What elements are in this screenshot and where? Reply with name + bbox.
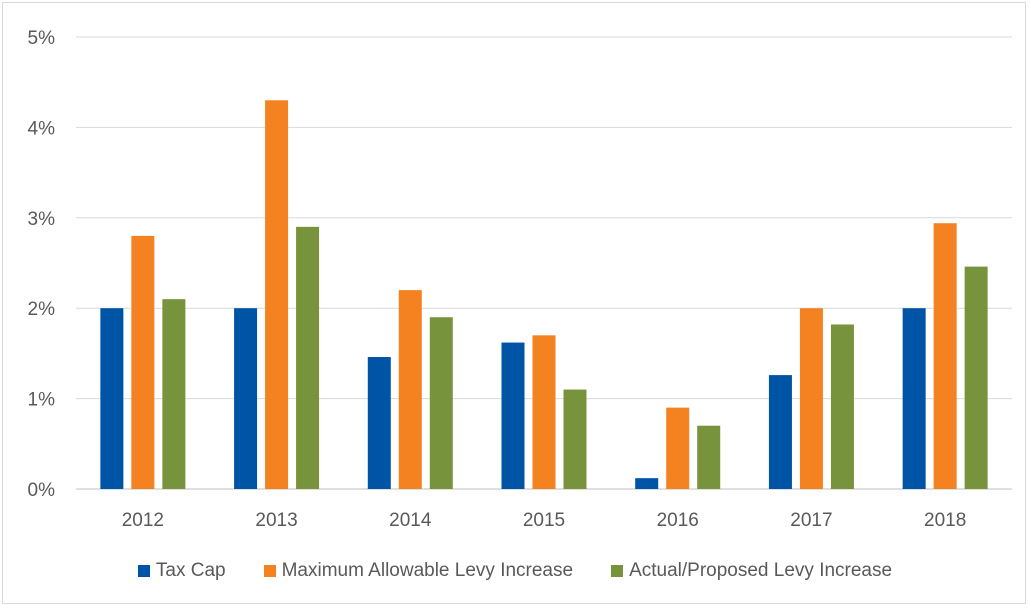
bar-2013-tax-cap <box>234 308 258 489</box>
x-tick-label: 2012 <box>122 510 164 531</box>
y-tick-label: 1% <box>28 390 56 411</box>
y-tick-label: 4% <box>28 118 56 139</box>
y-tick-label: 5% <box>28 28 56 49</box>
bar-2018-actual-proposed-levy-increase <box>964 266 988 489</box>
y-tick-label: 0% <box>28 480 56 501</box>
x-tick-label: 2014 <box>389 510 432 531</box>
bar-2017-tax-cap <box>768 375 792 489</box>
y-axis-ticks: 0% 1% 2% 3% 4% 5% <box>28 28 56 501</box>
gridlines <box>76 36 1012 490</box>
bar-2018-maximum-allowable-levy-increase <box>933 223 957 489</box>
bar-2013-maximum-allowable-levy-increase <box>265 100 289 489</box>
y-tick-label: 2% <box>28 299 56 320</box>
legend-item: Actual/Proposed Levy Increase <box>611 560 892 582</box>
legend-item: Tax Cap <box>137 560 226 582</box>
bar-2015-maximum-allowable-levy-increase <box>532 335 556 489</box>
bar-2014-actual-proposed-levy-increase <box>429 317 453 489</box>
bar-2017-maximum-allowable-levy-increase <box>799 308 823 489</box>
x-tick-label: 2017 <box>790 510 832 531</box>
bar-2016-maximum-allowable-levy-increase <box>666 407 690 489</box>
legend-swatch <box>263 565 276 577</box>
bar-2012-tax-cap <box>100 308 124 489</box>
x-tick-label: 2016 <box>657 510 699 531</box>
legend-swatch <box>137 565 150 577</box>
legend: Tax Cap Maximum Allowable Levy Increase Ac… <box>0 560 1030 582</box>
legend-label: Tax Cap <box>155 560 226 581</box>
bar-2012-actual-proposed-levy-increase <box>162 299 186 489</box>
bar-2015-tax-cap <box>501 342 525 489</box>
bar-2015-actual-proposed-levy-increase <box>563 389 587 489</box>
bar-2016-tax-cap <box>635 478 659 489</box>
bars <box>100 100 988 489</box>
bar-2013-actual-proposed-levy-increase <box>296 226 320 489</box>
legend-swatch <box>611 565 624 577</box>
legend-item: Maximum Allowable Levy Increase <box>263 560 574 582</box>
x-tick-label: 2018 <box>924 510 966 531</box>
legend-label: Actual/Proposed Levy Increase <box>629 560 893 581</box>
bar-2016-actual-proposed-levy-increase <box>697 425 721 489</box>
x-tick-label: 2015 <box>523 510 565 531</box>
x-tick-label: 2013 <box>255 510 297 531</box>
bar-2014-tax-cap <box>367 357 391 489</box>
y-tick-label: 3% <box>28 209 56 230</box>
bar-2012-maximum-allowable-levy-increase <box>131 235 155 489</box>
bar-2014-maximum-allowable-levy-increase <box>398 290 422 489</box>
bar-2018-tax-cap <box>902 308 926 489</box>
legend-label: Maximum Allowable Levy Increase <box>281 560 574 581</box>
bar-2017-actual-proposed-levy-increase <box>830 324 854 489</box>
x-axis-ticks: 2012 2013 2014 2015 2016 2017 2018 <box>122 510 967 531</box>
